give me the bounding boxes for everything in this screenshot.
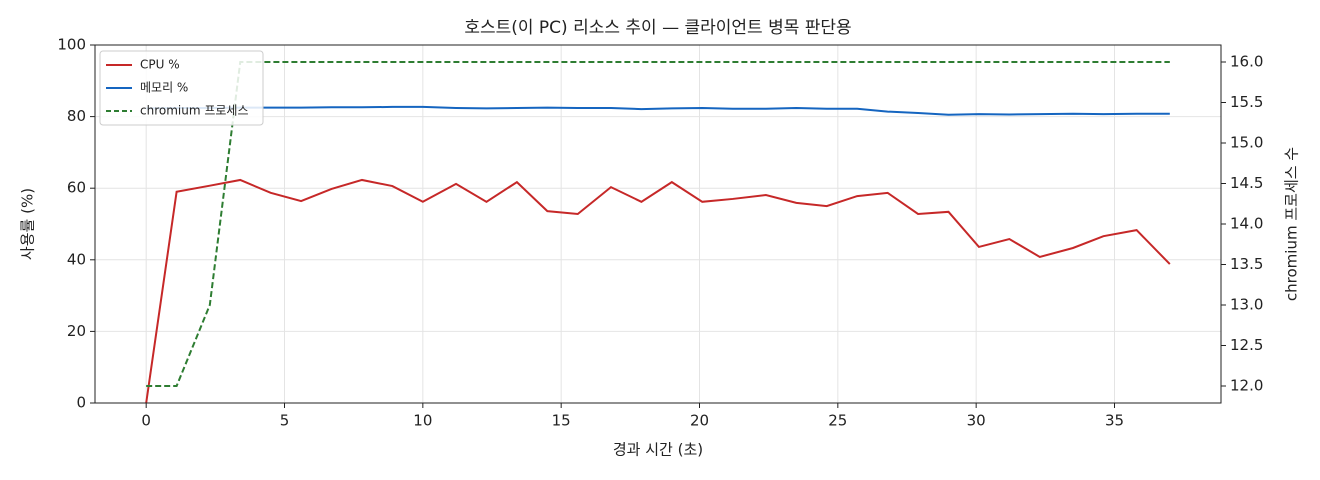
y-tick-label: 40 — [67, 250, 86, 268]
x-axis-label: 경과 시간 (초) — [613, 441, 703, 459]
x-tick-label: 25 — [828, 412, 847, 430]
y-axis-label: 사용률 (%) — [19, 188, 37, 260]
x-tick-label: 10 — [413, 412, 432, 430]
x-tick-label: 5 — [280, 412, 290, 430]
y-tick-label: 20 — [67, 322, 86, 340]
y-tick-label: 80 — [67, 107, 86, 125]
y2-tick-label: 12.5 — [1230, 336, 1263, 354]
x-tick-label: 35 — [1105, 412, 1124, 430]
series-line — [146, 105, 1170, 116]
y2-tick-label: 14.0 — [1230, 215, 1263, 233]
y2-tick-label: 13.0 — [1230, 295, 1263, 313]
x-tick-label: 30 — [967, 412, 986, 430]
y2-tick-label: 14.5 — [1230, 174, 1263, 192]
x-tick-label: 15 — [552, 412, 571, 430]
legend-label: 메모리 % — [140, 81, 188, 95]
y2-tick-label: 16.0 — [1230, 53, 1263, 71]
x-tick-label: 20 — [690, 412, 709, 430]
series-line — [146, 61, 1170, 387]
legend-label: chromium 프로세스 — [140, 104, 249, 118]
legend-box — [99, 50, 264, 126]
chart-title: 호스트(이 PC) 리소스 추이 — 클라이언트 병목 판단용 — [464, 18, 851, 38]
plot-frame — [94, 44, 1222, 404]
y2-axis-label: chromium 프로세스 수 — [1283, 147, 1301, 301]
series-line — [145, 178, 1171, 404]
legend-label: CPU % — [140, 58, 180, 72]
y2-tick-label: 13.5 — [1230, 255, 1263, 273]
y2-tick-label: 15.0 — [1230, 134, 1263, 152]
y-tick-label: 0 — [76, 394, 86, 412]
y2-tick-label: 15.5 — [1230, 93, 1263, 111]
y-tick-label: 60 — [67, 179, 86, 197]
y2-tick-label: 12.0 — [1230, 376, 1263, 394]
y-tick-label: 100 — [57, 36, 86, 54]
x-tick-label: 0 — [141, 412, 151, 430]
